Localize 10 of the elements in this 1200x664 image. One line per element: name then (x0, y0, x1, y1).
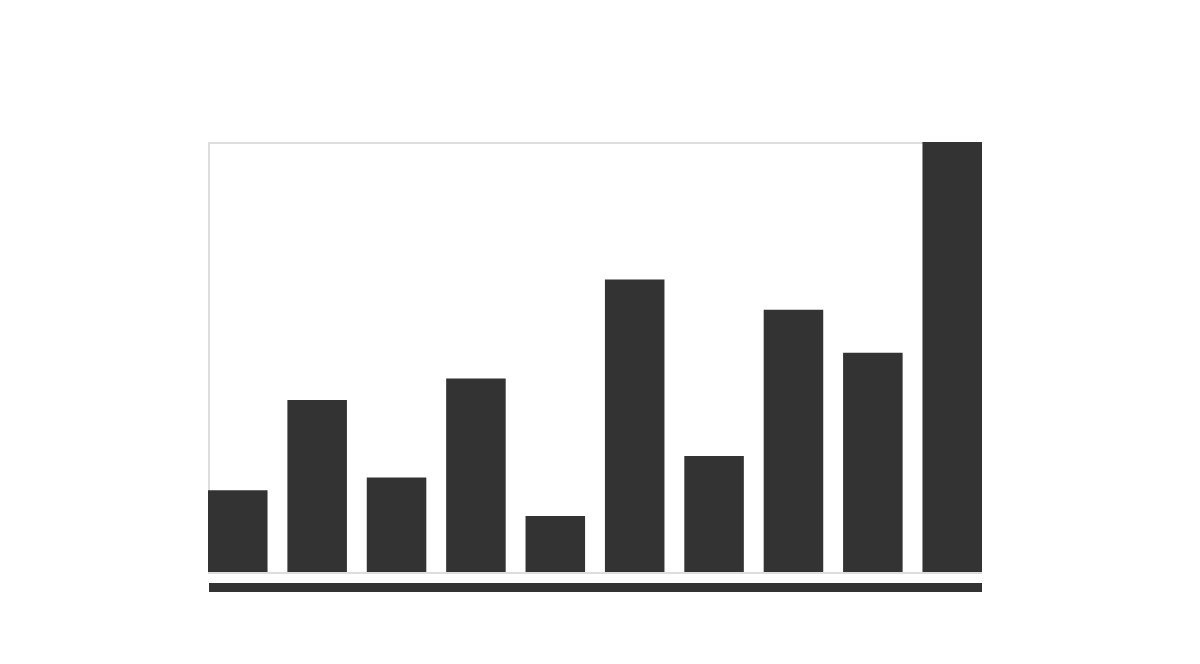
bar (843, 352, 903, 572)
bar (287, 400, 347, 572)
bar (684, 455, 744, 572)
bar (366, 477, 427, 572)
bar (922, 142, 982, 572)
bar (208, 490, 268, 572)
bar (763, 309, 824, 572)
bar (604, 279, 665, 572)
bar (446, 378, 506, 572)
bar (525, 516, 586, 572)
